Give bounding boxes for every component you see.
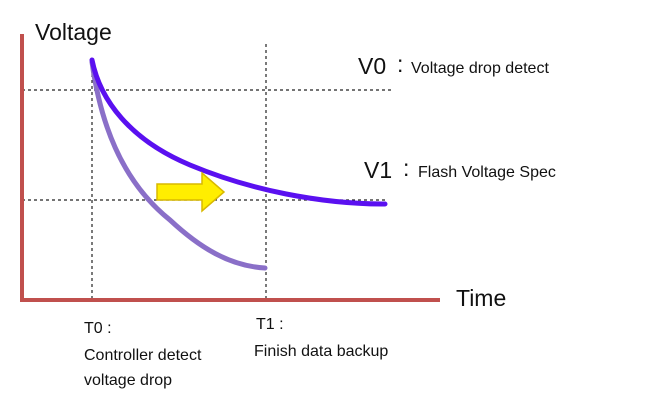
- x-axis-label: Time: [456, 285, 506, 311]
- level-separator: :: [403, 155, 409, 181]
- y-axis-label: Voltage: [35, 19, 112, 45]
- arrow: [156, 171, 226, 213]
- fast-drop-curve: [89, 59, 268, 271]
- level-label: Voltage drop detect: [411, 60, 549, 77]
- time-label: voltage drop: [84, 372, 172, 389]
- time-label: Controller detect: [84, 347, 202, 364]
- time-name: T0 :: [84, 320, 112, 337]
- level-separator: :: [397, 51, 403, 77]
- slow-drop-curve: [89, 57, 388, 207]
- level-label: Flash Voltage Spec: [418, 164, 556, 181]
- level-name: V0: [358, 53, 386, 79]
- time-label: Finish data backup: [254, 343, 388, 360]
- time-name: T1 :: [256, 316, 284, 333]
- level-name: V1: [364, 157, 392, 183]
